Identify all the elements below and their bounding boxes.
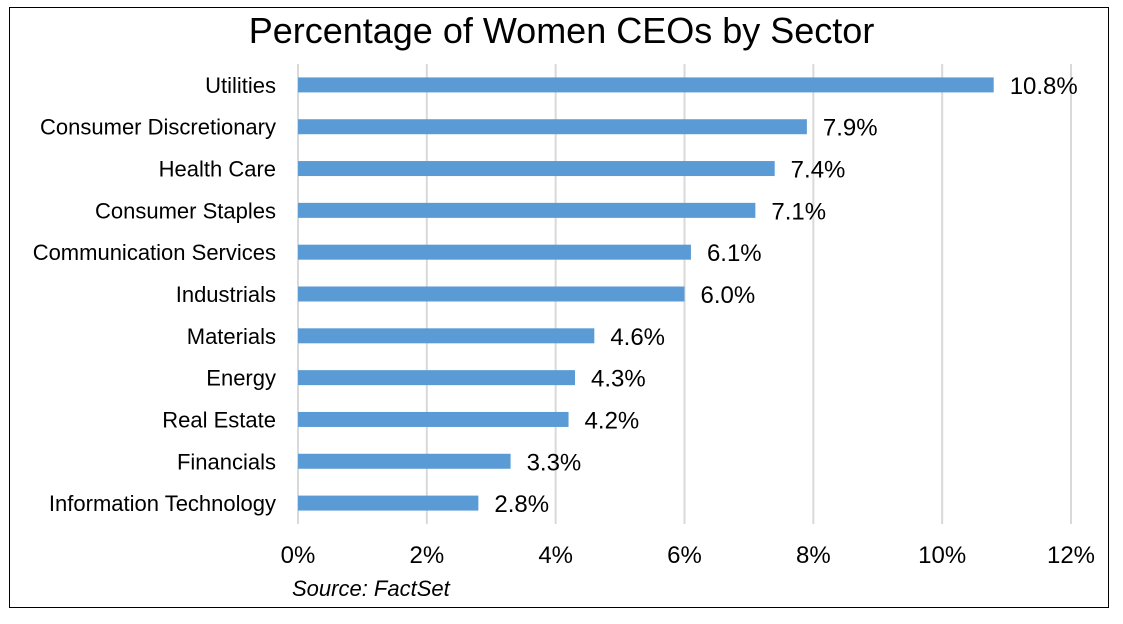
bar: [298, 453, 511, 469]
value-label: 4.2%: [585, 407, 640, 434]
bar: [298, 77, 994, 93]
category-label: Consumer Staples: [95, 198, 276, 223]
category-label: Energy: [206, 366, 276, 391]
category-label: Communication Services: [33, 240, 276, 265]
value-label: 4.6%: [610, 324, 665, 351]
category-label: Health Care: [159, 157, 276, 182]
value-label: 7.1%: [771, 198, 826, 225]
category-label: Information Technology: [49, 491, 276, 516]
bar: [298, 328, 595, 344]
value-label: 3.3%: [527, 449, 582, 476]
category-label: Utilities: [205, 73, 276, 98]
category-label: Materials: [187, 324, 276, 349]
bar: [298, 244, 691, 260]
value-label: 6.0%: [701, 282, 756, 309]
bar: [298, 161, 775, 177]
bar: [298, 119, 807, 135]
x-tick-label: 12%: [1047, 542, 1095, 569]
bar: [298, 286, 685, 302]
chart-title: Percentage of Women CEOs by Sector: [248, 10, 875, 51]
source-note: Source: FactSet: [292, 576, 450, 601]
value-label: 2.8%: [494, 491, 549, 518]
chart-frame: [9, 7, 1109, 608]
value-label: 7.4%: [791, 157, 846, 184]
category-label: Financials: [177, 449, 276, 474]
category-label: Real Estate: [162, 407, 276, 432]
bar: [298, 370, 575, 386]
labels: 0% 2% 4% 6% 8% 10% 12% Utilities 10.8% Consumer D…: [33, 73, 1095, 569]
bar: [298, 495, 479, 511]
x-tick-label: 10%: [918, 542, 966, 569]
x-tick-label: 2%: [409, 542, 444, 569]
value-label: 10.8%: [1010, 73, 1078, 100]
category-label: Industrials: [176, 282, 276, 307]
value-label: 6.1%: [707, 240, 762, 267]
value-label: 7.9%: [823, 115, 878, 142]
x-tick-label: 8%: [796, 542, 831, 569]
bar: [298, 411, 569, 427]
bars: [298, 77, 994, 511]
bar: [298, 202, 756, 218]
value-label: 4.3%: [591, 366, 646, 393]
x-tick-label: 4%: [538, 542, 573, 569]
x-tick-label: 0%: [281, 542, 316, 569]
x-tick-label: 6%: [667, 542, 702, 569]
category-label: Consumer Discretionary: [40, 115, 276, 140]
